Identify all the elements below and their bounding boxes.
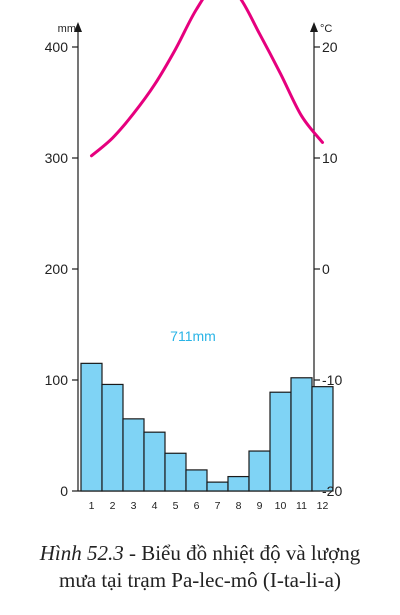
month-label: 4 bbox=[152, 500, 158, 512]
right-tick-label: 0 bbox=[322, 261, 330, 277]
month-label: 1 bbox=[89, 500, 95, 512]
left-axis-unit: mm bbox=[58, 23, 76, 35]
left-tick-label: 300 bbox=[45, 150, 69, 166]
precipitation-bar bbox=[248, 450, 271, 492]
month-label: 10 bbox=[275, 500, 287, 512]
precipitation-bar bbox=[269, 391, 292, 492]
left-tick-label: 200 bbox=[45, 261, 69, 277]
month-label: 6 bbox=[194, 500, 200, 512]
month-label: 9 bbox=[257, 500, 263, 512]
precipitation-bar bbox=[80, 362, 103, 492]
annotation-total-rainfall: 711mm bbox=[170, 328, 216, 344]
left-axis-arrow bbox=[74, 22, 82, 32]
caption-line-1: Hình 52.3 - Biểu đồ nhiệt độ và lượng bbox=[0, 540, 400, 567]
precipitation-bar bbox=[143, 431, 166, 492]
precipitation-bar bbox=[290, 377, 313, 492]
caption-line-2: mưa tại trạm Pa-lec-mô (I-ta-li-a) bbox=[59, 568, 341, 592]
right-axis-unit: °C bbox=[320, 23, 332, 35]
temperature-line bbox=[90, 0, 324, 158]
left-tick-label: 0 bbox=[60, 483, 68, 499]
right-tick-label: -20 bbox=[322, 483, 342, 499]
figure-label: Hình 52.3 bbox=[39, 541, 124, 565]
month-label: 2 bbox=[110, 500, 116, 512]
precipitation-bar bbox=[227, 475, 250, 492]
month-label: 11 bbox=[296, 500, 307, 512]
precipitation-bar bbox=[101, 383, 124, 492]
month-label: 12 bbox=[317, 500, 329, 512]
month-label: 8 bbox=[236, 500, 242, 512]
month-label: 3 bbox=[131, 500, 137, 512]
precipitation-bar bbox=[311, 386, 334, 492]
month-label: 5 bbox=[173, 500, 179, 512]
right-tick-label: -10 bbox=[322, 372, 342, 388]
precipitation-bars bbox=[80, 362, 334, 492]
left-tick-label: 100 bbox=[45, 372, 69, 388]
month-label: 7 bbox=[215, 500, 221, 512]
precipitation-bar bbox=[206, 481, 229, 492]
left-tick-label: 400 bbox=[45, 39, 69, 55]
right-tick-label: 20 bbox=[322, 39, 338, 55]
right-tick-label: 10 bbox=[322, 150, 338, 166]
precipitation-bar bbox=[122, 418, 145, 492]
right-axis-arrow bbox=[310, 22, 318, 32]
caption-title-part-1: - Biểu đồ nhiệt độ và lượng bbox=[123, 541, 361, 565]
temperature-line-layer bbox=[90, 0, 324, 158]
precipitation-bar bbox=[185, 469, 208, 492]
precipitation-bar bbox=[164, 452, 187, 492]
figure-caption: Hình 52.3 - Biểu đồ nhiệt độ và lượng mư… bbox=[0, 540, 400, 594]
